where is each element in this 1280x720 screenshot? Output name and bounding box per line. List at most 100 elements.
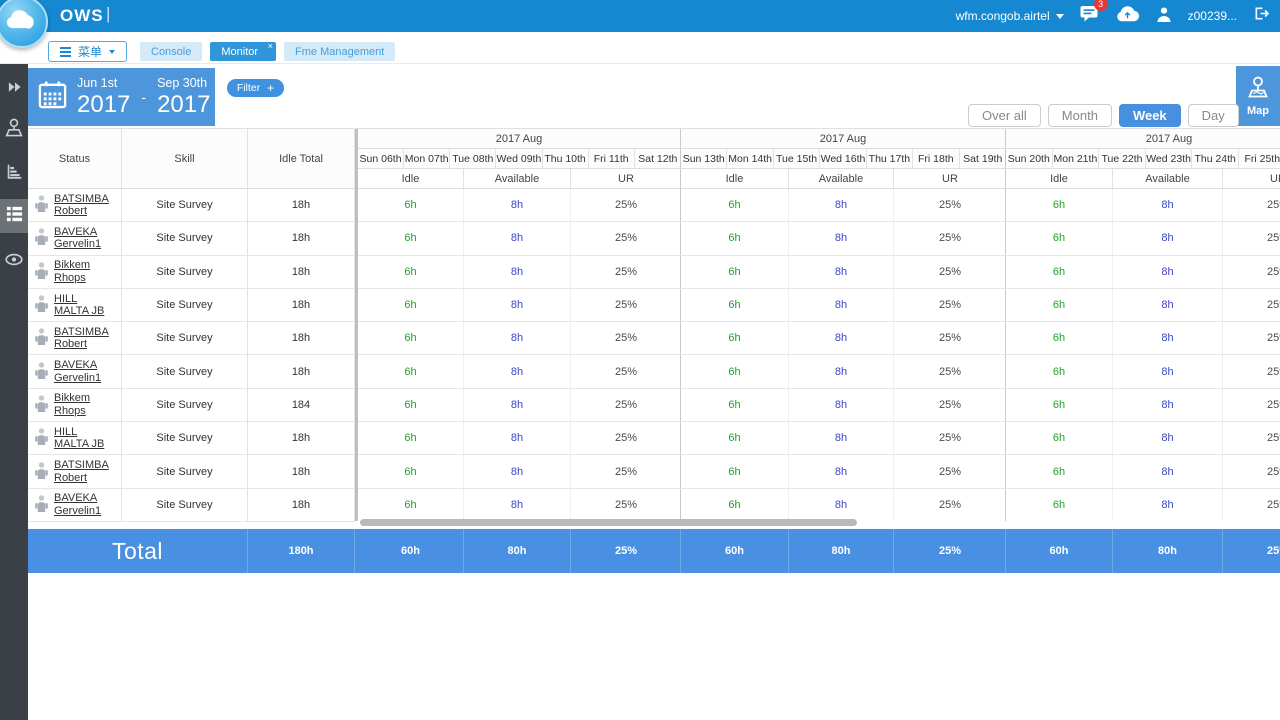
month-group-header: 2017 Aug xyxy=(358,129,681,148)
idle-value-cell: 6h xyxy=(681,322,789,355)
idle-total-cell: 18h xyxy=(248,288,355,322)
available-value-cell: 8h xyxy=(464,488,571,521)
status-cell: BATSIMBA Robert xyxy=(28,189,122,222)
hamburger-icon xyxy=(59,46,71,57)
horizontal-scrollbar-thumb[interactable] xyxy=(360,519,857,526)
close-icon[interactable]: × xyxy=(267,41,274,51)
employee-name-link[interactable]: BAVEKA Gervelin1 xyxy=(54,225,102,251)
sidebar-item-table[interactable] xyxy=(0,199,28,233)
view-button-overall[interactable]: Over all xyxy=(968,104,1041,127)
notification-badge: 3 xyxy=(1093,0,1108,11)
idle-value-cell: 6h xyxy=(358,355,464,388)
ur-value-cell: 25% xyxy=(938,299,962,312)
chat-icon xyxy=(1080,5,1099,27)
employee-name-link[interactable]: HILL MALTA JB xyxy=(54,292,105,318)
day-header-cell: Fri 25th xyxy=(1244,152,1280,165)
employee-name-link[interactable]: BAVEKA Gervelin1 xyxy=(54,492,102,517)
column-header-idle-total: Idle Total xyxy=(248,129,355,188)
idle-value-cell: 6h xyxy=(1006,388,1113,422)
view-button-week[interactable]: Week xyxy=(1118,104,1181,127)
sidebar-item-chart[interactable] xyxy=(0,157,28,191)
total-ur-value: 25% xyxy=(614,545,638,557)
day-header-cell: Wed 16th xyxy=(820,149,867,168)
person-icon xyxy=(35,495,48,515)
logout-button[interactable] xyxy=(1253,6,1270,26)
cloud-sync-button[interactable] xyxy=(1115,5,1140,27)
profile-button[interactable] xyxy=(1156,6,1172,27)
date-separator: - xyxy=(141,89,147,105)
date-range-end: Sep 30th 2017 xyxy=(157,77,210,117)
person-icon xyxy=(35,461,48,482)
employee-name-link[interactable]: BATSIMBA Robert xyxy=(54,192,109,218)
ur-value-cell: 25% xyxy=(1266,432,1280,445)
idle-value-cell: 6h xyxy=(358,488,464,521)
total-idle-value: 60h xyxy=(1006,529,1113,573)
subcolumn-header-cell: UR xyxy=(942,172,958,185)
idle-value-cell: 6h xyxy=(681,189,789,222)
sidebar-item-map[interactable] xyxy=(0,112,28,146)
tab-console[interactable]: Console xyxy=(140,42,203,61)
total-idle-value: 60h xyxy=(358,529,464,573)
idle-value-cell: 6h xyxy=(1006,255,1113,288)
tab-fme-management[interactable]: Fme Management xyxy=(284,42,396,61)
ur-value-cell: 25% xyxy=(614,232,638,245)
total-ur-value: 25% xyxy=(1266,545,1280,557)
total-available-value: 80h xyxy=(1113,529,1223,573)
sidebar-item-view[interactable] xyxy=(0,245,28,279)
status-cell: BATSIMBA Robert xyxy=(28,455,122,488)
employee-name-link[interactable]: BATSIMBA Robert xyxy=(54,459,109,484)
status-cell: BATSIMBA Robert xyxy=(28,322,122,355)
notifications-button[interactable]: 3 xyxy=(1080,0,1108,27)
date-range-picker[interactable]: Jun 1st 2017 - Sep 30th 2017 xyxy=(28,68,215,126)
idle-total-cell: 18h xyxy=(248,422,355,455)
status-cell: HILL MALTA JB xyxy=(28,288,122,322)
day-header-cell: Wed 09th xyxy=(496,149,543,168)
available-value-cell: 8h xyxy=(464,322,571,355)
subcolumn-header-cell: Available xyxy=(464,169,571,188)
account-dropdown[interactable]: wfm.congob.airtel xyxy=(956,9,1064,23)
left-sidebar xyxy=(0,64,28,720)
view-button-month[interactable]: Month xyxy=(1047,104,1112,127)
status-cell: BAVEKA Gervelin1 xyxy=(28,355,122,388)
employee-name-link[interactable]: HILL MALTA JB xyxy=(54,425,105,451)
table-row: BATSIMBA Robert Site Survey 18h xyxy=(28,189,355,223)
employee-name-link[interactable]: Bikkem Rhops xyxy=(54,392,91,417)
idle-value-cell: 6h xyxy=(1006,189,1113,222)
available-value-cell: 8h xyxy=(789,222,894,255)
ur-value-cell: 25% xyxy=(614,299,638,312)
ur-value-cell: 25% xyxy=(1266,199,1280,212)
employee-name-link[interactable]: BAVEKA Gervelin1 xyxy=(54,359,102,384)
table-row: HILL MALTA JB Site Survey 18h xyxy=(28,288,355,323)
person-icon xyxy=(35,395,48,415)
filter-button[interactable]: Filter + xyxy=(227,79,284,97)
view-button-day[interactable]: Day xyxy=(1187,104,1239,127)
tab-monitor[interactable]: Monitor × xyxy=(210,41,277,61)
employee-name-link[interactable]: BATSIMBA Robert xyxy=(54,325,109,351)
person-icon xyxy=(35,195,48,215)
available-value-cell: 8h xyxy=(464,288,571,322)
ur-value-cell: 25% xyxy=(938,199,962,212)
idle-value-cell: 6h xyxy=(681,222,789,255)
map-button[interactable]: Map xyxy=(1236,66,1280,126)
start-year: 2017 xyxy=(77,90,131,118)
menu-button[interactable]: 菜单 xyxy=(48,41,127,62)
sidebar-expand-button[interactable] xyxy=(0,72,28,106)
person-icon xyxy=(35,262,48,282)
employee-name-link[interactable]: Bikkem Rhops xyxy=(54,259,91,284)
